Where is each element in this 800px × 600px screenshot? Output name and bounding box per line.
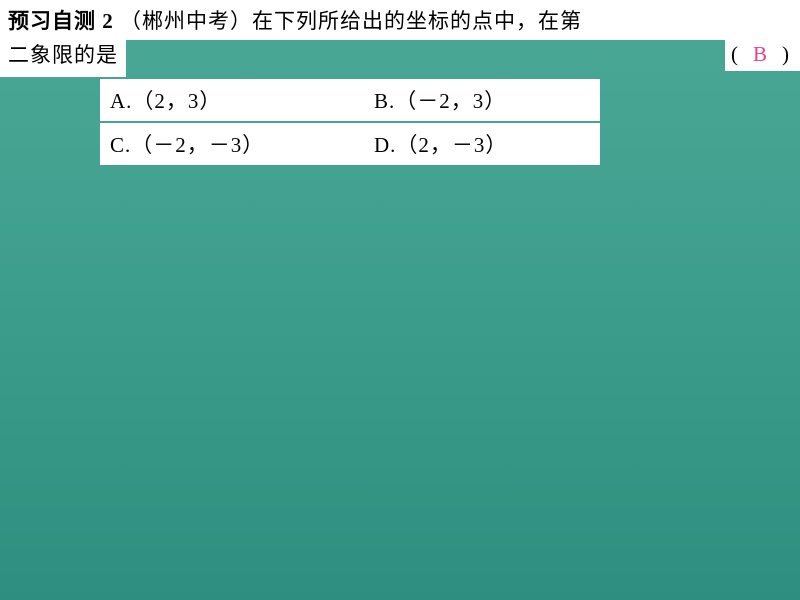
- question-title: 预习自测 2: [8, 9, 114, 33]
- option-row-1: A.（2，3） B.（－2，3）: [100, 79, 600, 121]
- option-a-label: A.: [110, 89, 132, 113]
- option-c-label: C.: [110, 133, 131, 157]
- option-c-value: （－2，－3）: [131, 133, 264, 157]
- option-a: A.（2，3）: [110, 85, 374, 115]
- answer-letter: B: [739, 42, 782, 67]
- option-a-value: （2，3）: [132, 89, 221, 113]
- option-b-value: （－2，3）: [395, 89, 506, 113]
- question-source: （郴州中考）: [120, 9, 252, 33]
- question-line2-container: 二象限的是 ( B ): [0, 40, 800, 76]
- question-header: 预习自测 2 （郴州中考）在下列所给出的坐标的点中，在第: [0, 0, 800, 40]
- option-d-label: D.: [374, 133, 396, 157]
- question-text-part1: 在下列所给出的坐标的点中，在第: [252, 9, 582, 33]
- option-d-value: （2，－3）: [396, 133, 507, 157]
- option-b: B.（－2，3）: [374, 85, 590, 115]
- close-paren: ): [782, 42, 790, 67]
- options-wrapper: A.（2，3） B.（－2，3） C.（－2，－3） D.（2，－3）: [0, 79, 800, 165]
- question-text-part2: 二象限的是: [0, 40, 126, 76]
- option-b-label: B.: [374, 89, 395, 113]
- open-paren: (: [731, 42, 739, 67]
- answer-box: ( B ): [725, 40, 800, 71]
- option-d: D.（2，－3）: [374, 129, 590, 159]
- option-c: C.（－2，－3）: [110, 129, 374, 159]
- option-row-2: C.（－2，－3） D.（2，－3）: [100, 123, 600, 165]
